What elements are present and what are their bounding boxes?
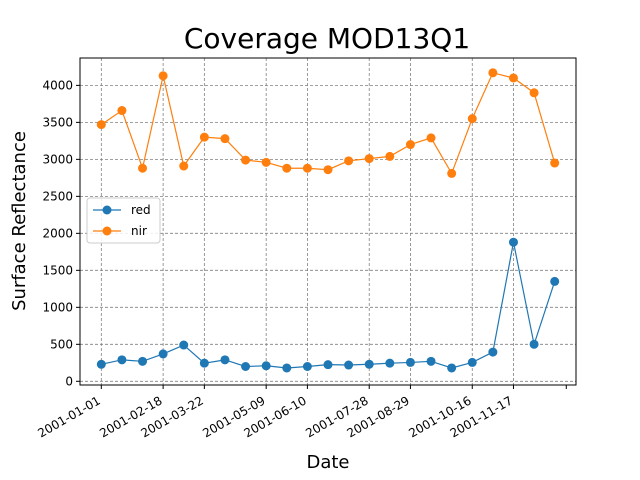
data-point-nir xyxy=(550,158,560,168)
data-point-nir xyxy=(467,114,477,124)
y-axis: 0 500 1000 1500 2000 2500 3000 3500 4000 xyxy=(42,78,80,388)
data-point-red xyxy=(529,339,539,349)
series-line-red xyxy=(101,242,556,369)
y-axis-label: Surface Reflectance xyxy=(9,131,30,311)
series-layer xyxy=(96,68,560,373)
data-point-nir xyxy=(488,68,498,78)
legend-marker-red xyxy=(102,205,112,215)
data-point-red xyxy=(508,237,518,247)
y-tick-label: 3000 xyxy=(42,152,73,166)
data-point-nir xyxy=(199,132,209,142)
y-tick-label: 1500 xyxy=(42,263,73,277)
data-point-red xyxy=(426,356,436,366)
data-point-red xyxy=(323,360,333,370)
data-point-nir xyxy=(220,134,230,144)
data-point-nir xyxy=(96,120,106,130)
data-point-nir xyxy=(447,168,457,178)
data-point-red xyxy=(158,349,168,359)
y-tick-label: 4000 xyxy=(42,78,73,92)
data-point-red xyxy=(117,355,127,365)
x-axis-label: Date xyxy=(306,452,349,473)
data-point-nir xyxy=(405,140,415,150)
y-tick-label: 500 xyxy=(50,337,73,351)
data-point-nir xyxy=(529,88,539,98)
data-point-red xyxy=(220,355,230,365)
data-point-red xyxy=(344,360,354,370)
data-point-red xyxy=(447,363,457,373)
plot-frame xyxy=(79,57,577,386)
data-point-nir xyxy=(117,106,127,116)
data-point-red xyxy=(282,363,292,373)
data-point-nir xyxy=(302,163,312,173)
data-point-nir xyxy=(179,161,189,171)
data-point-nir xyxy=(344,156,354,166)
y-tick-label: 2000 xyxy=(42,226,73,240)
x-axis: 2001-01-012001-02-182001-03-222001-05-09… xyxy=(35,385,567,440)
data-point-red xyxy=(488,347,498,357)
data-point-nir xyxy=(261,157,271,167)
legend: red nir xyxy=(86,197,161,244)
data-point-nir xyxy=(241,155,251,165)
data-point-nir xyxy=(508,73,518,83)
data-point-red xyxy=(261,361,271,371)
legend-marker-nir xyxy=(102,226,112,236)
data-point-nir xyxy=(323,165,333,175)
data-point-red xyxy=(302,362,312,372)
data-point-red xyxy=(96,359,106,369)
data-point-red xyxy=(364,359,374,369)
grid xyxy=(80,58,576,385)
data-point-red xyxy=(199,358,209,368)
legend-label-red: red xyxy=(131,203,151,217)
data-point-red xyxy=(179,340,189,350)
y-tick-label: 2500 xyxy=(42,189,73,203)
y-tick-label: 3500 xyxy=(42,115,73,129)
data-point-red xyxy=(138,356,148,366)
data-point-red xyxy=(241,362,251,372)
legend-label-nir: nir xyxy=(131,224,147,238)
y-tick-label: 1000 xyxy=(42,300,73,314)
series-line-nir xyxy=(100,72,556,175)
data-point-nir xyxy=(138,163,148,173)
data-point-nir xyxy=(282,163,292,173)
data-point-nir xyxy=(426,133,436,143)
data-point-nir xyxy=(158,71,168,81)
chart-title: Coverage MOD13Q1 xyxy=(184,22,470,55)
data-point-nir xyxy=(364,154,374,164)
data-point-red xyxy=(550,276,560,286)
data-point-red xyxy=(467,357,477,367)
data-point-red xyxy=(385,358,395,368)
data-point-red xyxy=(405,357,415,367)
x-tick-label: 2001-01-01 xyxy=(35,393,102,440)
data-point-nir xyxy=(385,151,395,161)
y-tick-label: 0 xyxy=(65,374,73,388)
